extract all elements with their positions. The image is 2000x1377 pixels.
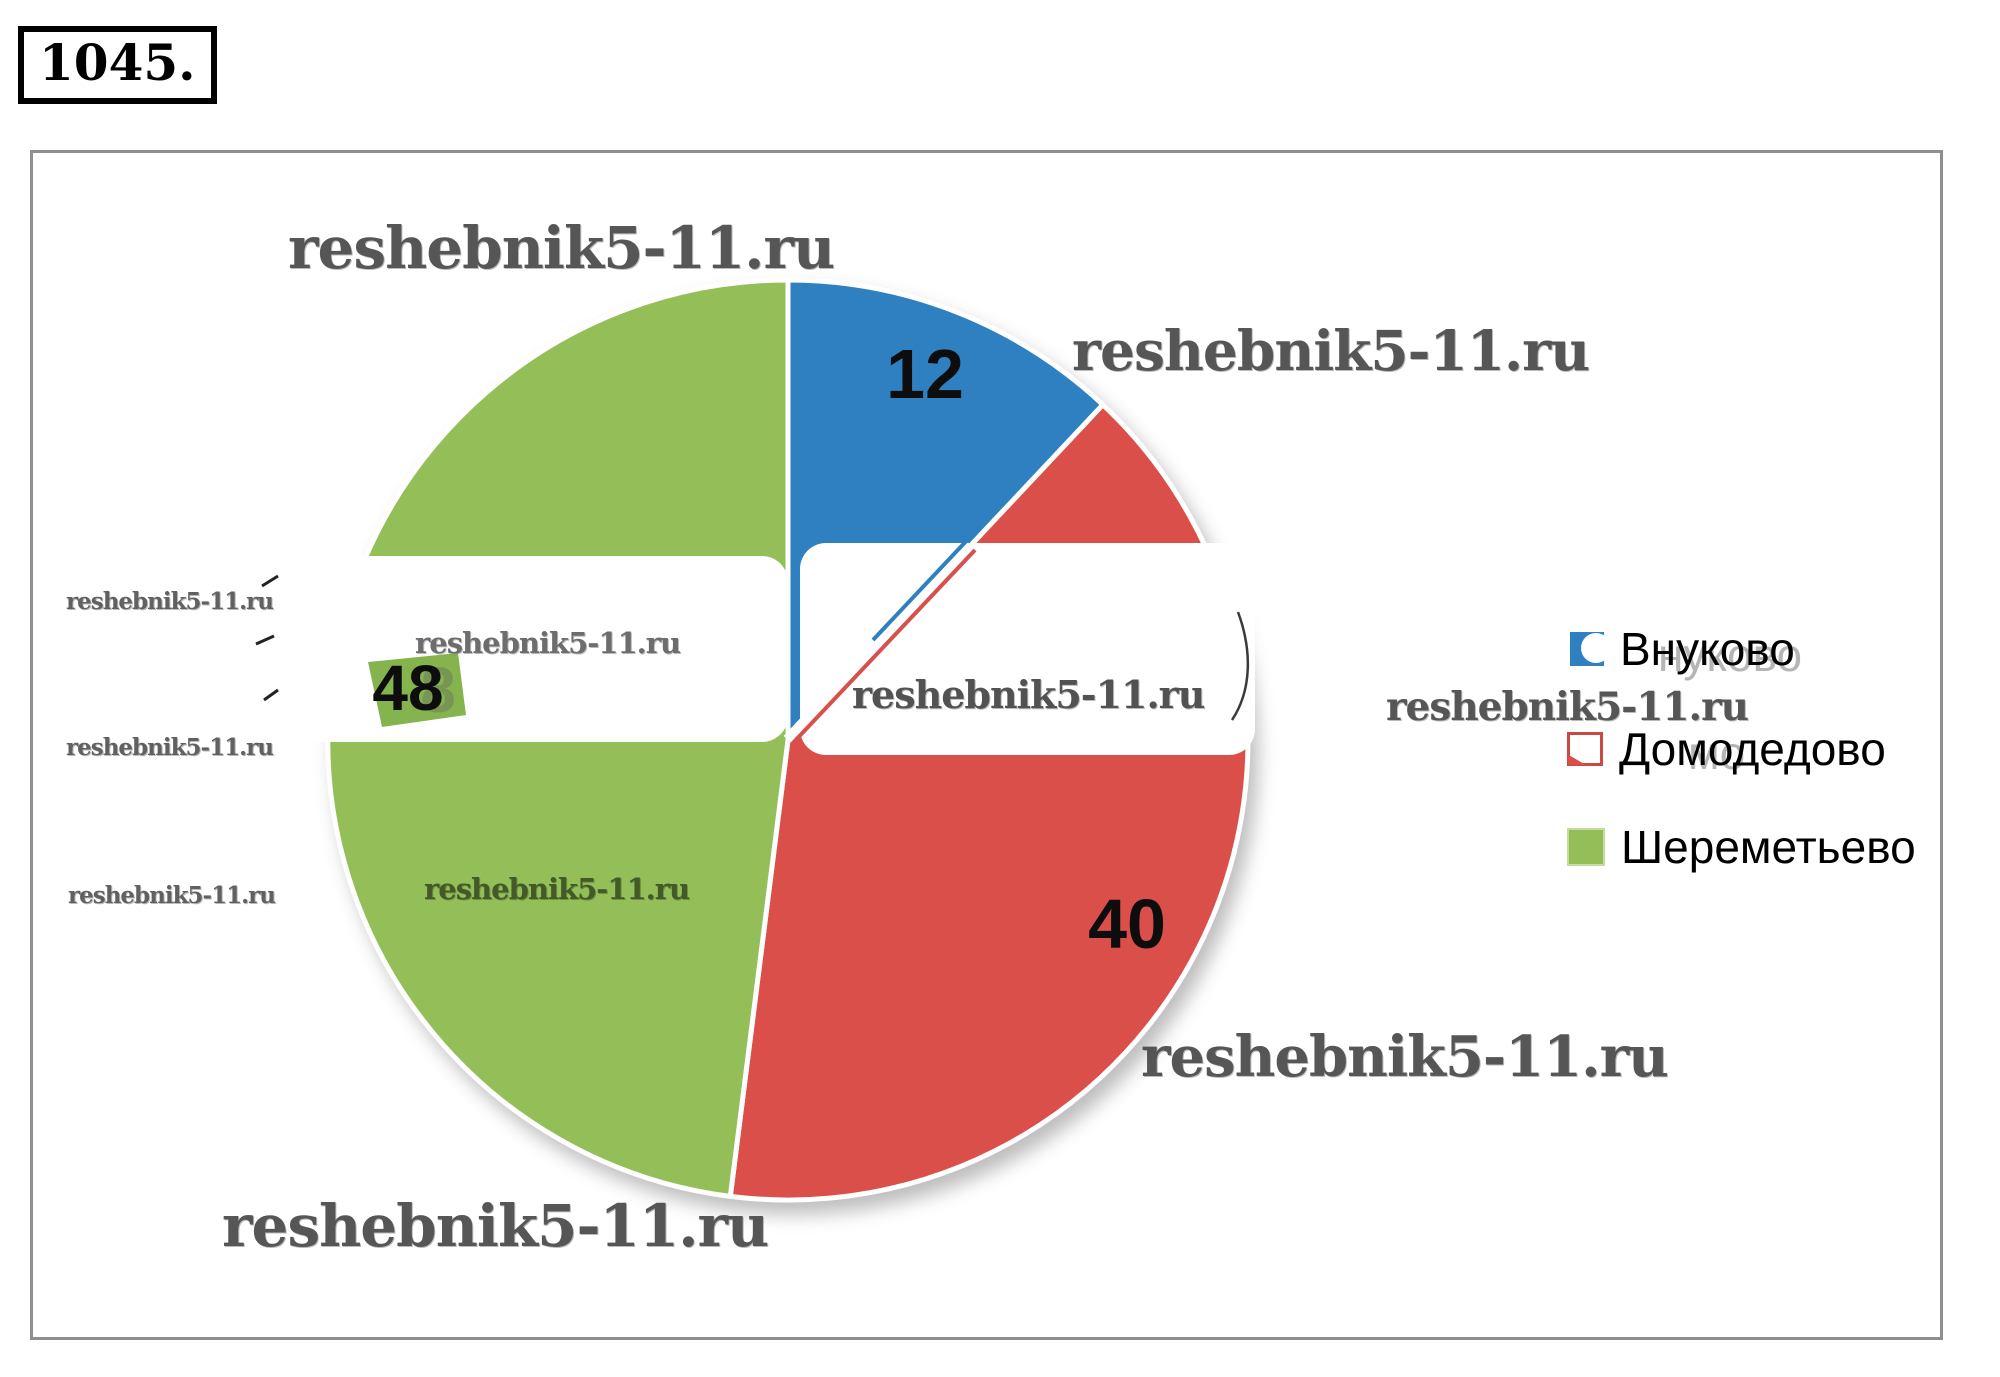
green-label-patch — [368, 653, 466, 727]
legend-ghost-text: мо — [1688, 727, 1746, 779]
pie-chart — [255, 277, 1255, 1203]
watermark: reshebnik5-11.ru — [68, 882, 276, 909]
watermark: reshebnik5-11.ru — [415, 626, 681, 660]
legend-label: Шереметьево — [1621, 821, 1916, 873]
watermark: reshebnik5-11.ru — [852, 672, 1205, 717]
watermark: reshebnik5-11.ru — [1072, 318, 1590, 383]
separator-red-line — [790, 548, 977, 746]
value-label-domodedovo: 40 — [1088, 885, 1166, 963]
watermark: reshebnik5-11.ru — [424, 872, 690, 906]
legend-item-domodedovo: Домодедово — [1567, 726, 1886, 772]
legend-swatch-green — [1567, 828, 1605, 866]
separator-blue-line — [871, 534, 973, 642]
ghost-digit: 8 — [420, 654, 456, 726]
legend-swatch-blue — [1570, 632, 1611, 666]
watermark: reshebnik5-11.ru — [222, 1192, 769, 1260]
problem-number: 1045. — [18, 26, 217, 104]
pen-dashes-left — [255, 574, 279, 702]
watermark: reshebnik5-11.ru — [288, 214, 835, 282]
watermark: reshebnik5-11.ru — [1141, 1024, 1669, 1090]
legend-item-vnukovo: Внуково — [1570, 626, 1795, 672]
value-label-sheremetyevo: 48 — [372, 652, 444, 724]
legend-item-sheremetyevo: Шереметьево — [1567, 824, 1916, 870]
watermark: reshebnik5-11.ru — [66, 734, 274, 761]
legend-label: Внуково — [1620, 623, 1795, 675]
value-label-vnukovo: 12 — [886, 335, 964, 413]
watermark: reshebnik5-11.ru — [66, 588, 274, 615]
separator-gap — [783, 541, 976, 745]
legend-ghost-text: нуково — [1658, 629, 1803, 681]
watermark: reshebnik5-11.ru — [1386, 684, 1749, 730]
legend-label: Домодедово — [1619, 723, 1886, 775]
legend-swatch-red — [1567, 732, 1603, 766]
pen-arc-right — [1230, 611, 1250, 721]
